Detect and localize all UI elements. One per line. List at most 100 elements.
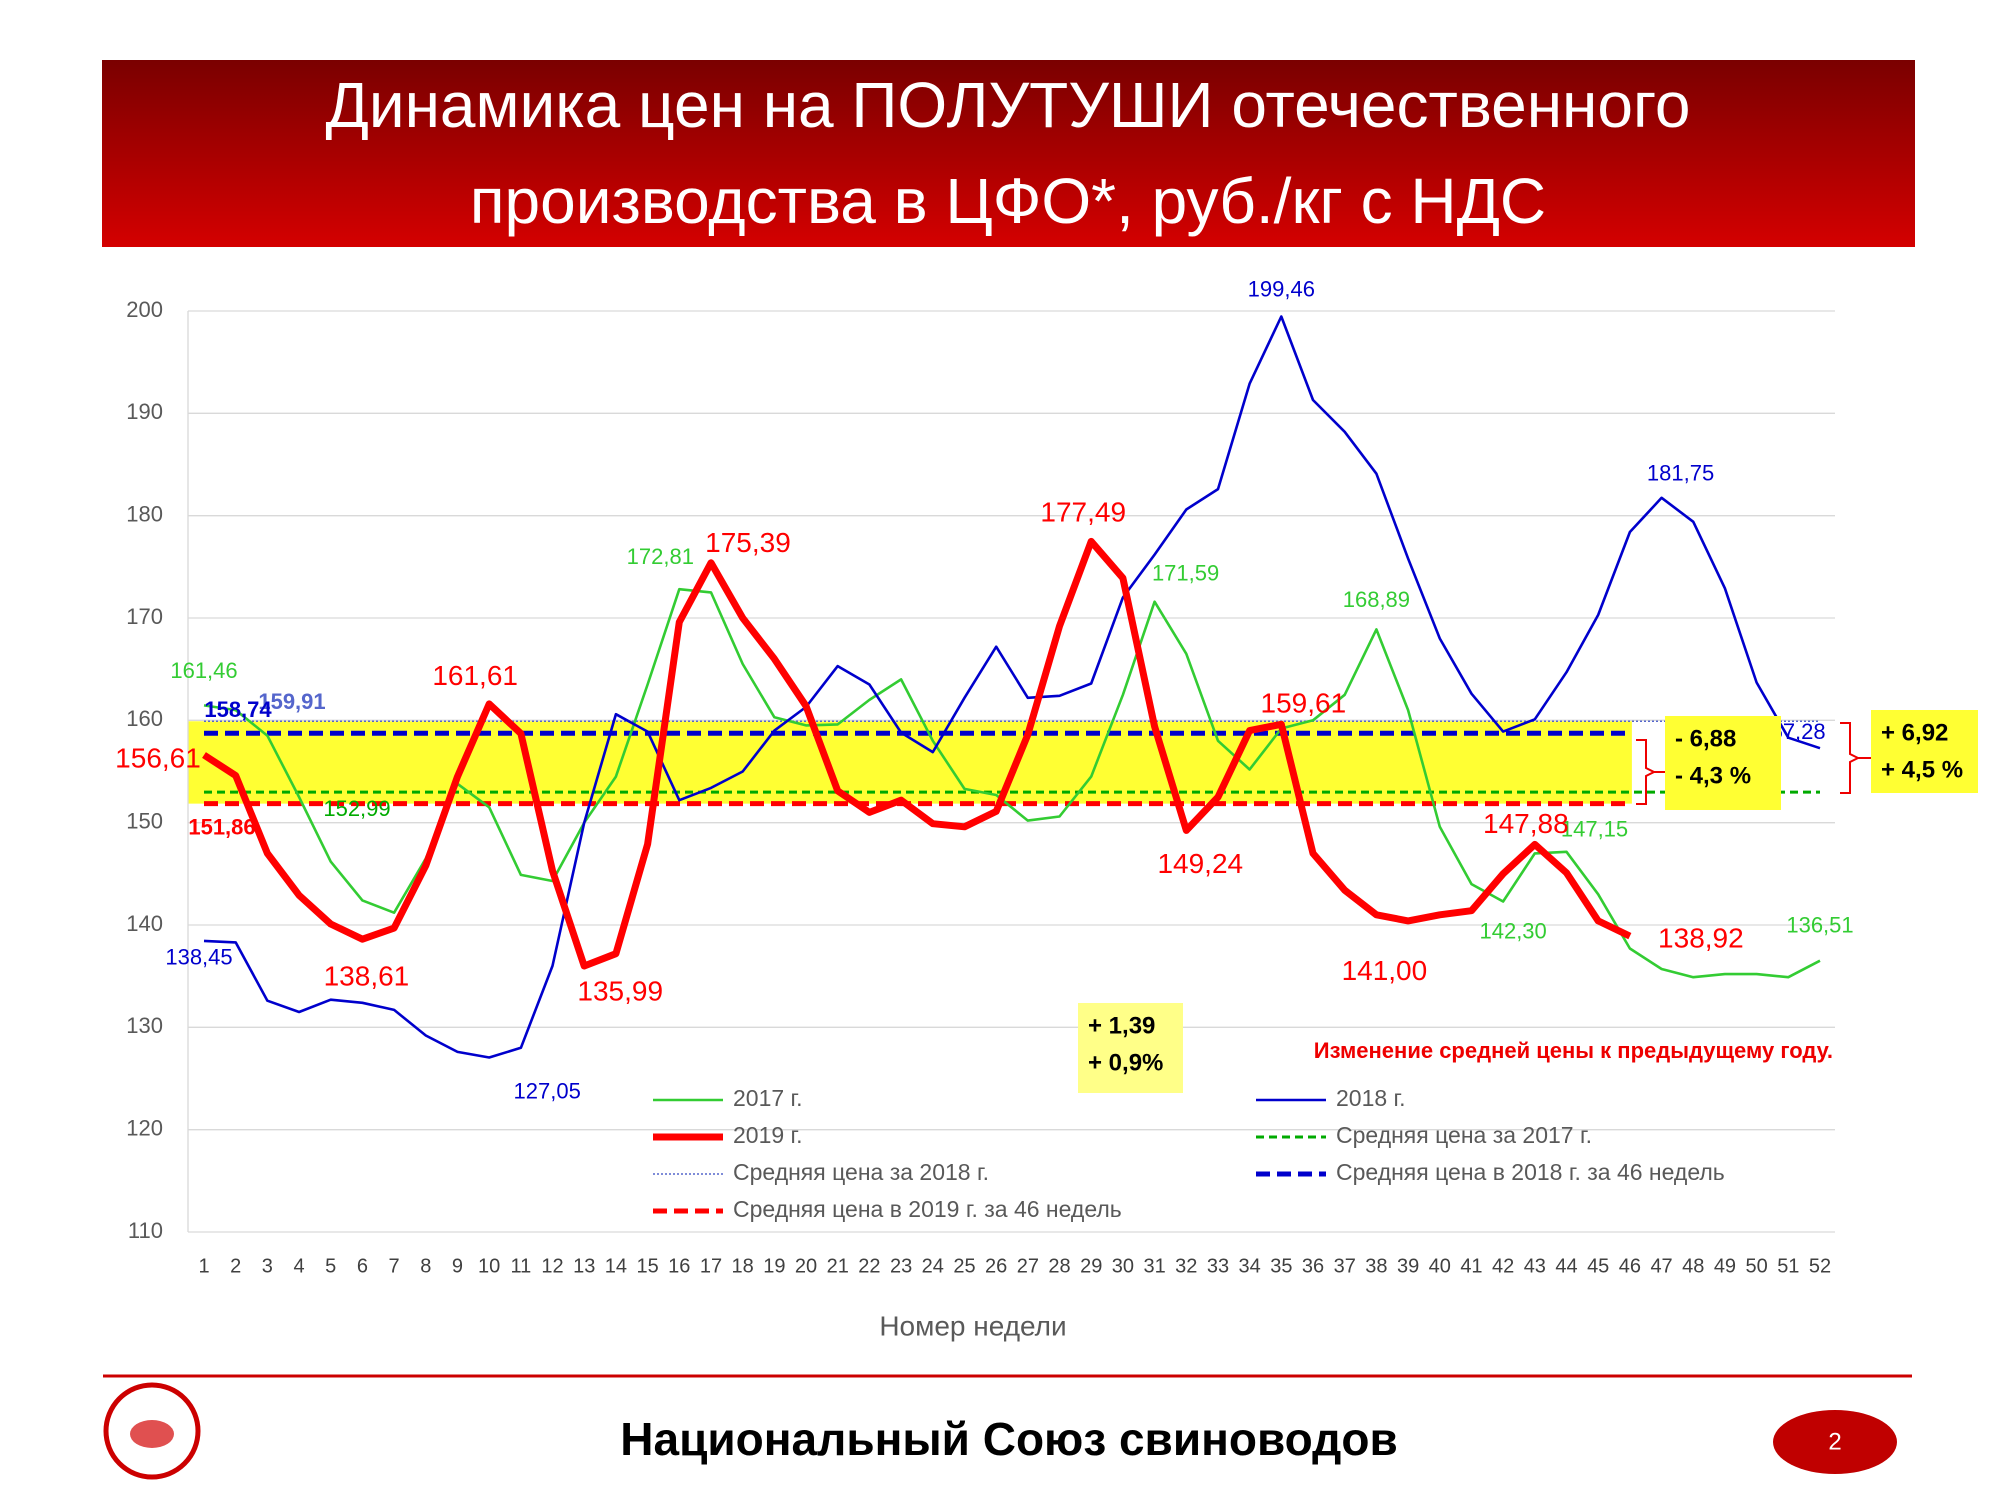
data-label: 138,92: [1658, 922, 1744, 953]
legend-label: 2019 г.: [733, 1122, 803, 1148]
reference-label: 159,91: [258, 689, 325, 714]
legend-label: Средняя цена в 2019 г. за 46 недель: [733, 1196, 1122, 1222]
x-tick-label: 36: [1302, 1255, 1324, 1277]
x-tick-label: 44: [1555, 1255, 1577, 1277]
data-label: 177,49: [1040, 497, 1126, 528]
annotation-text: + 6,92: [1881, 719, 1948, 746]
x-tick-label: 50: [1746, 1255, 1768, 1277]
data-label: 199,46: [1248, 276, 1315, 301]
y-tick-label: 180: [126, 501, 163, 526]
reference-label: 158,74: [204, 697, 272, 722]
data-label: 138,61: [324, 961, 410, 992]
footer-title: Национальный Союз свиноводов: [620, 1413, 1397, 1465]
legend-label: Средняя цена за 2017 г.: [1336, 1122, 1592, 1148]
x-tick-label: 29: [1080, 1255, 1102, 1277]
x-tick-label: 48: [1682, 1255, 1704, 1277]
y-tick-label: 110: [128, 1218, 163, 1243]
legend-label: Средняя цена за 2018 г.: [733, 1159, 989, 1185]
annotation-box: [1871, 710, 1978, 793]
y-tick-label: 160: [126, 706, 163, 731]
y-tick-label: 140: [126, 911, 163, 936]
x-tick-label: 17: [700, 1255, 722, 1277]
x-tick-label: 27: [1017, 1255, 1039, 1277]
data-label: 156,61: [115, 742, 201, 773]
data-label: 147,15: [1561, 817, 1628, 842]
annotation-text: + 1,39: [1088, 1012, 1155, 1039]
x-tick-label: 21: [827, 1255, 849, 1277]
data-label: 161,46: [170, 658, 237, 683]
x-tick-label: 26: [985, 1255, 1007, 1277]
reference-label: 152,99: [323, 796, 390, 821]
data-label: 142,30: [1479, 918, 1546, 943]
x-tick-label: 14: [605, 1255, 627, 1277]
series-line: [203, 587, 1821, 979]
annotation-text: + 0,9%: [1088, 1049, 1163, 1076]
x-tick-label: 28: [1048, 1255, 1070, 1277]
x-tick-label: 40: [1429, 1255, 1451, 1277]
x-tick-label: 4: [293, 1255, 304, 1277]
x-tick-label: 2: [230, 1255, 241, 1277]
x-tick-label: 9: [452, 1255, 463, 1277]
x-axis-label: Номер недели: [879, 1310, 1066, 1341]
data-label: 161,61: [432, 660, 518, 691]
data-label: 181,75: [1647, 461, 1714, 486]
x-tick-label: 18: [732, 1255, 754, 1277]
y-tick-label: 130: [126, 1013, 163, 1038]
annotation-text: + 4,5 %: [1881, 756, 1963, 783]
x-tick-label: 31: [1143, 1255, 1165, 1277]
x-tick-label: 43: [1524, 1255, 1546, 1277]
x-tick-label: 45: [1587, 1255, 1609, 1277]
legend-label: 2017 г.: [733, 1085, 803, 1111]
x-tick-label: 47: [1650, 1255, 1672, 1277]
x-tick-label: 46: [1619, 1255, 1641, 1277]
data-label: 136,51: [1786, 913, 1853, 938]
x-tick-label: 11: [510, 1255, 531, 1277]
legend-label: 2018 г.: [1336, 1085, 1406, 1111]
x-tick-label: 39: [1397, 1255, 1419, 1277]
annotation-box: [1078, 1003, 1183, 1093]
y-tick-label: 190: [126, 399, 163, 424]
reference-label: 151,86: [188, 814, 255, 839]
x-tick-label: 32: [1175, 1255, 1197, 1277]
legend-label: Средняя цена в 2018 г. за 46 недель: [1336, 1159, 1725, 1185]
y-tick-label: 170: [126, 604, 163, 629]
x-tick-label: 52: [1809, 1255, 1831, 1277]
x-tick-label: 25: [953, 1255, 975, 1277]
x-tick-label: 51: [1777, 1255, 1799, 1277]
x-tick-label: 38: [1365, 1255, 1387, 1277]
x-tick-label: 16: [668, 1255, 690, 1277]
x-tick-label: 33: [1207, 1255, 1229, 1277]
x-tick-label: 42: [1492, 1255, 1514, 1277]
x-tick-label: 41: [1460, 1255, 1482, 1277]
header: [102, 60, 1915, 247]
annotation-note: Изменение средней цены к предыдущему год…: [1314, 1038, 1833, 1063]
data-label: 172,81: [627, 544, 694, 569]
series-line: [203, 315, 1821, 1059]
x-tick-label: 34: [1239, 1255, 1261, 1277]
x-tick-label: 23: [890, 1255, 912, 1277]
data-label: 135,99: [577, 975, 663, 1006]
page-number: 2: [1828, 1428, 1841, 1455]
x-tick-label: 13: [573, 1255, 595, 1277]
bracket: [1840, 722, 1871, 794]
x-tick-label: 7: [389, 1255, 400, 1277]
annotation-text: - 4,3 %: [1675, 762, 1751, 789]
x-tick-label: 10: [478, 1255, 500, 1277]
x-tick-label: 20: [795, 1255, 817, 1277]
x-tick-label: 8: [420, 1255, 431, 1277]
x-tick-label: 24: [922, 1255, 944, 1277]
data-label: 127,05: [514, 1078, 581, 1103]
y-tick-label: 200: [126, 297, 163, 322]
data-label: 175,39: [705, 527, 791, 558]
x-tick-label: 37: [1334, 1255, 1356, 1277]
x-tick-label: 49: [1714, 1255, 1736, 1277]
bracket: [1636, 739, 1665, 805]
x-tick-label: 1: [198, 1255, 209, 1277]
x-tick-label: 12: [541, 1255, 563, 1277]
logo-pig: [130, 1420, 174, 1448]
page-badge: [1773, 1410, 1897, 1474]
x-tick-label: 5: [325, 1255, 336, 1277]
data-label: 159,61: [1261, 688, 1347, 719]
x-tick-label: 30: [1112, 1255, 1134, 1277]
